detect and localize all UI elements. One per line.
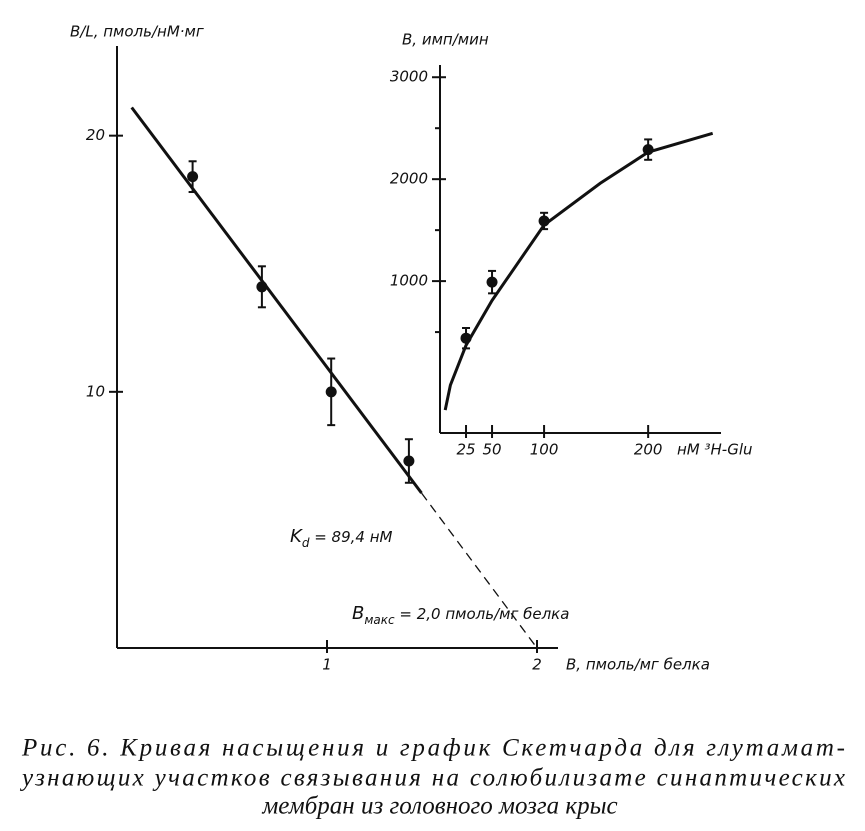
annotation: Bмакс = 2,0 пмоль/мг белка	[352, 603, 569, 627]
annotation-part: d	[302, 536, 310, 550]
x-tick-label: 100	[530, 441, 559, 459]
annotation-part: K	[290, 526, 303, 547]
x-axis-label: B, пмоль/мг белка	[566, 656, 710, 674]
annotation-part: = 2,0 пмоль/мг белка	[395, 605, 570, 623]
fit-line	[130, 106, 423, 494]
x-axis-label: нМ ³H-Glu	[677, 441, 753, 459]
x-tick-label: 200	[634, 441, 663, 459]
dashed-line	[420, 492, 538, 649]
annotation-part: макс	[364, 613, 395, 627]
annotation-part: = 89,4 нМ	[309, 528, 392, 546]
x-tick-label: 25	[456, 441, 475, 459]
caption-line: Рис. 6. Кривая насыщения и график Скетча…	[21, 735, 845, 762]
y-tick-label: 1000	[390, 272, 428, 290]
point	[187, 171, 199, 183]
x-tick-label: 50	[482, 441, 501, 459]
y-axis-label: B, имп/мин	[402, 31, 489, 49]
x-tick-label: 2	[532, 656, 542, 674]
annotation-part: B	[352, 603, 364, 624]
y-tick-label: 2000	[390, 170, 428, 188]
y-tick-label: 20	[86, 126, 105, 144]
point	[325, 386, 337, 398]
caption-line: узнающих участков связывания на солюбили…	[19, 765, 845, 792]
fit-line	[443, 131, 714, 411]
point	[403, 455, 415, 467]
y-tick-label: 10	[86, 382, 105, 400]
y-axis-label: B/L, пмоль/нМ·мг	[70, 23, 204, 41]
annotation: Kd = 89,4 нМ	[290, 526, 393, 550]
x-tick-label: 1	[322, 656, 332, 674]
caption-line: мембран из головного мозга крыс	[261, 793, 617, 820]
point	[486, 276, 498, 288]
y-tick-label: 3000	[390, 68, 428, 86]
